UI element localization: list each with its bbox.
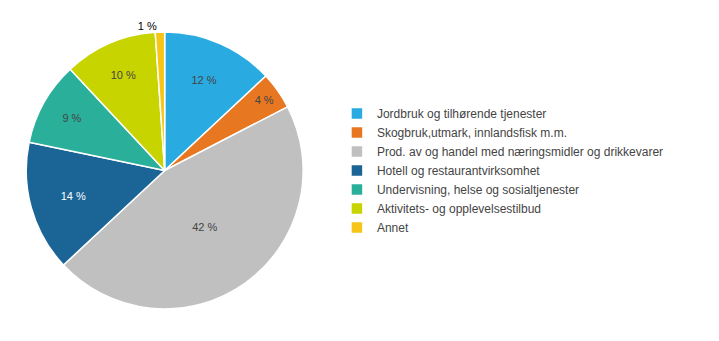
svg-text:Undervisning, helse og sosialt: Undervisning, helse og sosialtjenester — [377, 183, 579, 197]
svg-text:1 %: 1 % — [138, 20, 157, 32]
svg-text:Skogbruk,utmark, innlandsfisk: Skogbruk,utmark, innlandsfisk m.m. — [377, 126, 567, 140]
svg-text:Annet: Annet — [377, 221, 409, 235]
svg-text:42 %: 42 % — [192, 221, 217, 233]
svg-text:9 %: 9 % — [62, 112, 81, 124]
svg-text:10 %: 10 % — [111, 69, 136, 81]
svg-text:Aktivitets- og opplevelsestilb: Aktivitets- og opplevelsestilbud — [377, 202, 541, 216]
svg-text:Prod. av og handel med nærings: Prod. av og handel med næringsmidler og … — [377, 145, 663, 159]
svg-text:14 %: 14 % — [61, 190, 86, 202]
svg-text:Jordbruk og tilhørende tjenest: Jordbruk og tilhørende tjenester — [377, 107, 546, 121]
svg-text:Hotell og restaurantvirksomhet: Hotell og restaurantvirksomhet — [377, 164, 540, 178]
svg-text:4 %: 4 % — [255, 94, 274, 106]
svg-text:12 %: 12 % — [191, 74, 216, 86]
